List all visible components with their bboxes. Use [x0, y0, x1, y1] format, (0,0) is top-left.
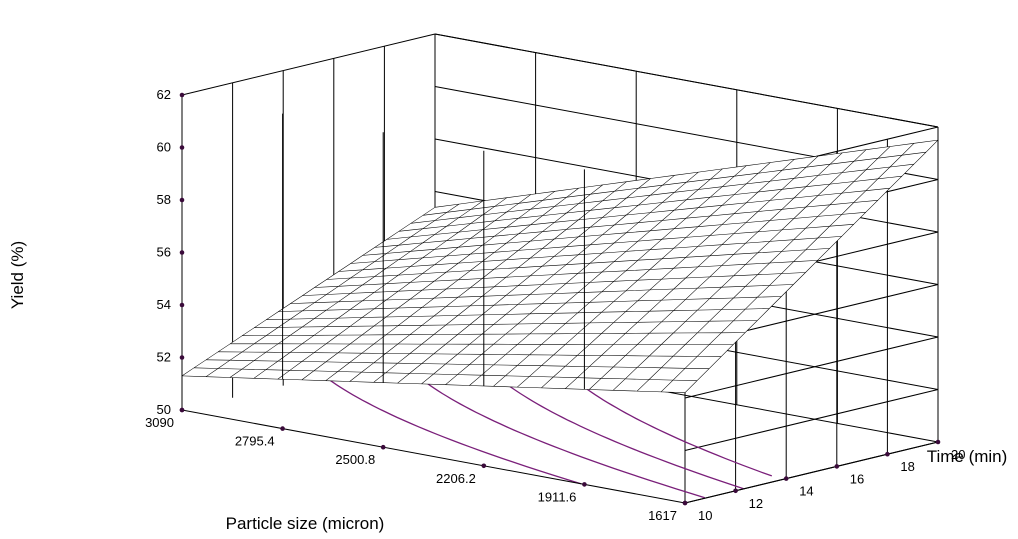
surface-grid-line [350, 224, 854, 264]
surface-grid-line [422, 151, 927, 216]
y-axis-line [684, 441, 939, 504]
surface-grid-line [660, 143, 915, 393]
y-tick-mark [783, 476, 789, 481]
surface-grid-line [326, 248, 830, 280]
y-tick-label: 12 [749, 496, 763, 511]
surface-grid-line [181, 207, 436, 377]
x-tick-label: 1911.6 [538, 489, 577, 504]
surface-grid-line [636, 146, 891, 392]
surface-grid-line [206, 359, 710, 369]
z-tick-mark [179, 145, 185, 150]
surface-grid-line [410, 163, 914, 224]
surface-grid-line [181, 375, 686, 393]
surface-grid-line [278, 296, 782, 312]
z-tick-mark [179, 302, 185, 308]
x-axis-line [181, 409, 686, 504]
x-tick-mark [280, 426, 285, 431]
surface-grid-line [230, 343, 734, 345]
z-tick-label: 50 [157, 402, 171, 417]
z-tick-mark [179, 407, 185, 413]
y-tick-mark [885, 451, 890, 457]
y-tick-label: 20 [951, 447, 965, 462]
surface-grid-line [301, 191, 555, 381]
x-tick-label: 1617 [648, 508, 677, 523]
surface-grid-line [193, 367, 698, 381]
surface-grid-line [541, 159, 795, 389]
z-tick-label: 62 [157, 87, 171, 102]
surface-grid-line [517, 162, 771, 388]
z-axis-title: Yield (%) [8, 241, 27, 309]
x-tick-mark [380, 444, 386, 450]
surface-grid-line [205, 203, 460, 377]
surface-grid-line [398, 175, 902, 232]
surface-grid-line [325, 187, 579, 381]
z-tick-label: 52 [157, 350, 171, 365]
x-tick-label: 2206.2 [436, 471, 476, 486]
surface-grid-line [302, 272, 806, 296]
x-axis-title: Particle size (micron) [226, 514, 385, 533]
surface-grid-line [612, 149, 867, 391]
surface-grid-line [421, 175, 675, 385]
x-tick-mark [481, 463, 487, 469]
surface-grid-line [338, 236, 842, 272]
y-tick-mark [733, 488, 738, 494]
surface-grid-line [565, 155, 819, 389]
surface-grid-line [254, 320, 758, 328]
side-wall-hline [684, 389, 939, 451]
y-tick-mark [935, 439, 941, 445]
z-tick-label: 60 [157, 140, 171, 155]
y-tick-label: 10 [698, 508, 712, 523]
surface-grid-line [589, 152, 843, 390]
side-wall-hline [684, 336, 939, 399]
y-axis-title: Time (min) [927, 447, 1008, 466]
surface-grid-line [242, 332, 746, 336]
surface-grid-line [362, 212, 866, 256]
y-tick-mark [834, 464, 840, 469]
y-tick-label: 18 [900, 459, 914, 474]
x-tick-label: 3090 [145, 415, 174, 430]
surface-grid-line [684, 139, 939, 393]
x-tick-mark [582, 482, 587, 487]
surface-grid-line [397, 178, 651, 384]
z-tick-mark [179, 250, 185, 255]
tick-marks [179, 92, 941, 506]
surface-grid-line [218, 351, 722, 357]
y-tick-label: 14 [799, 484, 813, 499]
response-surface [181, 139, 939, 393]
surface-grid-line [469, 168, 723, 386]
z-tick-mark [179, 355, 185, 360]
surface-grid-line [229, 200, 484, 378]
surface-grid-line [266, 308, 770, 320]
top-left-edge [181, 33, 436, 96]
z-tick-mark [179, 92, 185, 98]
surface-fill [182, 140, 938, 393]
tick-labels: 3090 2795.4 2500.8 2206.2 1911.6 1617 10 12 14 16… [145, 87, 965, 523]
y-tick-mark [682, 500, 688, 506]
z-tick-mark [179, 197, 185, 203]
surface-grid-line [445, 171, 699, 385]
x-tick-label: 2795.4 [235, 434, 275, 449]
surface-grid-line [314, 260, 818, 288]
axes [181, 95, 939, 504]
contour-line [325, 376, 582, 485]
surface-grid-line [349, 184, 603, 382]
surface-grid-line [277, 194, 531, 380]
surface-grid-line [434, 139, 939, 208]
surface-grid-line [290, 284, 794, 304]
z-tick-label: 58 [157, 192, 171, 207]
top-back-edge [434, 33, 939, 128]
y-tick-label: 16 [850, 471, 864, 486]
x-tick-label: 2500.8 [335, 452, 375, 467]
surface-grid-line [386, 187, 890, 240]
surface-grid-line [253, 197, 508, 379]
z-tick-label: 56 [157, 245, 171, 260]
z-tick-label: 54 [157, 297, 171, 312]
surface-grid-line [374, 200, 878, 248]
surface-grid-line [493, 165, 747, 387]
